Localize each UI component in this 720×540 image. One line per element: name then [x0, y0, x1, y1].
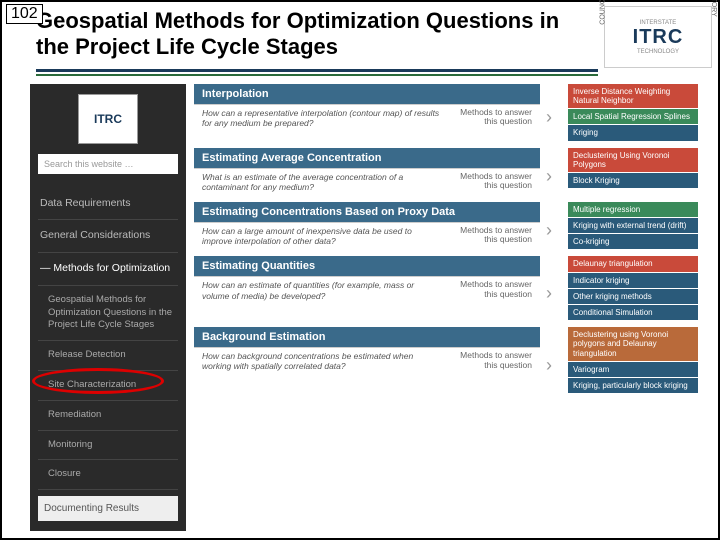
method-item[interactable]: Kriging, particularly block kriging: [568, 378, 698, 393]
sidebar-subitem[interactable]: Site Characterization: [38, 371, 178, 401]
sidebar-subitem[interactable]: Release Detection: [38, 341, 178, 371]
method-item[interactable]: Other kriging methods: [568, 289, 698, 304]
arrow-icon: ›: [546, 220, 562, 241]
section-row: Background Estimation How can background …: [194, 327, 698, 393]
answer-label: Methods to answer this question: [452, 172, 532, 191]
methods-list: Delaunay triangulation Indicator krigingO…: [568, 256, 698, 320]
methods-list: Multiple regressionKriging with external…: [568, 202, 698, 250]
method-item[interactable]: Co-kriging: [568, 234, 698, 249]
highlight-circle: [32, 368, 164, 394]
section-body: How can background concentrations be est…: [194, 347, 540, 374]
section-body: What is an estimate of the average conce…: [194, 168, 540, 195]
section-question: How can a representative interpolation (…: [202, 108, 442, 128]
arrow-icon: ›: [546, 166, 562, 187]
section-question: How can an estimate of quantities (for e…: [202, 280, 442, 300]
section-body: How can a representative interpolation (…: [194, 104, 540, 131]
content-area: ITRC Search this website … Data Requirem…: [2, 76, 718, 539]
method-item[interactable]: Indicator kriging: [568, 273, 698, 288]
sidebar-footer[interactable]: Documenting Results: [38, 496, 178, 521]
answer-label: Methods to answer this question: [452, 226, 532, 245]
section-header: Estimating Average Concentration: [194, 148, 540, 168]
section-header: Background Estimation: [194, 327, 540, 347]
sidebar-item[interactable]: General Considerations: [38, 220, 178, 253]
section-content: Estimating Concentrations Based on Proxy…: [194, 202, 540, 249]
sidebar: ITRC Search this website … Data Requirem…: [30, 84, 186, 531]
methods-list: Declustering Using Voronoi PolygonsBlock…: [568, 148, 698, 189]
itrc-left-text: COUNCIL: [600, 0, 607, 25]
page-title: Geospatial Methods for Optimization Ques…: [36, 8, 598, 61]
section-header: Interpolation: [194, 84, 540, 104]
sidebar-subitem[interactable]: Geospatial Methods for Optimization Ques…: [38, 286, 178, 341]
itrc-right-text: REGULATORY: [710, 0, 717, 17]
section-body: How can a large amount of inexpensive da…: [194, 222, 540, 249]
method-item[interactable]: Declustering using Voronoi polygons and …: [568, 327, 698, 361]
itrc-main-text: ITRC: [633, 26, 684, 49]
section-header: Estimating Concentrations Based on Proxy…: [194, 202, 540, 222]
sidebar-subitem[interactable]: Remediation: [38, 401, 178, 431]
sidebar-item[interactable]: Data Requirements: [38, 188, 178, 221]
sidebar-logo: ITRC: [78, 94, 138, 144]
method-item[interactable]: Variogram: [568, 362, 698, 377]
sidebar-subitem[interactable]: Monitoring: [38, 431, 178, 461]
section-question: How can a large amount of inexpensive da…: [202, 226, 442, 246]
method-item[interactable]: Inverse Distance Weighting Natural Neigh…: [568, 84, 698, 108]
answer-label: Methods to answer this question: [452, 351, 532, 370]
itrc-bottom-text: TECHNOLOGY: [637, 49, 679, 55]
search-input[interactable]: Search this website …: [38, 154, 178, 174]
page-number: 102: [6, 4, 43, 24]
method-item[interactable]: Local Spatial Regression Splines: [568, 109, 698, 124]
methods-list: Inverse Distance Weighting Natural Neigh…: [568, 84, 698, 141]
answer-label: Methods to answer this question: [452, 108, 532, 127]
method-item[interactable]: Kriging with external trend (drift): [568, 218, 698, 233]
arrow-icon: ›: [546, 107, 562, 128]
section-row: Estimating Concentrations Based on Proxy…: [194, 202, 698, 250]
main-sections: Interpolation How can a representative in…: [194, 84, 698, 531]
itrc-logo: COUNCIL INTERSTATE ITRC TECHNOLOGY REGUL…: [604, 6, 712, 68]
method-item[interactable]: Multiple regression: [568, 202, 698, 217]
section-body: How can an estimate of quantities (for e…: [194, 276, 540, 303]
arrow-icon: ›: [546, 355, 562, 376]
section-content: Interpolation How can a representative in…: [194, 84, 540, 131]
method-item[interactable]: Kriging: [568, 125, 698, 140]
method-item[interactable]: Conditional Simulation: [568, 305, 698, 320]
section-content: Background Estimation How can background …: [194, 327, 540, 374]
section-content: Estimating Quantities How can an estimate…: [194, 256, 540, 303]
section-question: What is an estimate of the average conce…: [202, 172, 442, 192]
answer-label: Methods to answer this question: [452, 280, 532, 299]
sidebar-subitem[interactable]: Closure: [38, 460, 178, 490]
section-header: Estimating Quantities: [194, 256, 540, 276]
section-row: Interpolation How can a representative in…: [194, 84, 698, 141]
methods-list: Declustering using Voronoi polygons and …: [568, 327, 698, 393]
section-row: Estimating Quantities How can an estimate…: [194, 256, 698, 320]
title-underline-1: [36, 69, 598, 72]
arrow-icon: ›: [546, 283, 562, 304]
section-question: How can background concentrations be est…: [202, 351, 442, 371]
method-item[interactable]: Delaunay triangulation: [568, 256, 698, 271]
sidebar-item[interactable]: — Methods for Optimization: [38, 253, 178, 286]
method-item[interactable]: Declustering Using Voronoi Polygons: [568, 148, 698, 172]
sidebar-logo-text: ITRC: [94, 112, 122, 126]
section-content: Estimating Average Concentration What is …: [194, 148, 540, 195]
section-row: Estimating Average Concentration What is …: [194, 148, 698, 195]
method-item[interactable]: Block Kriging: [568, 173, 698, 188]
